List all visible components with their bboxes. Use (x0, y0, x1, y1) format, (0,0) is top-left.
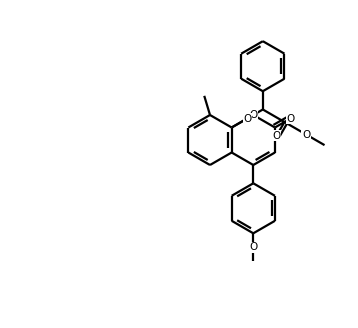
Text: O: O (243, 113, 251, 124)
Text: O: O (249, 242, 257, 252)
Text: O: O (249, 110, 257, 120)
Text: O: O (272, 131, 281, 141)
Text: O: O (286, 113, 295, 124)
Text: O: O (302, 130, 310, 139)
